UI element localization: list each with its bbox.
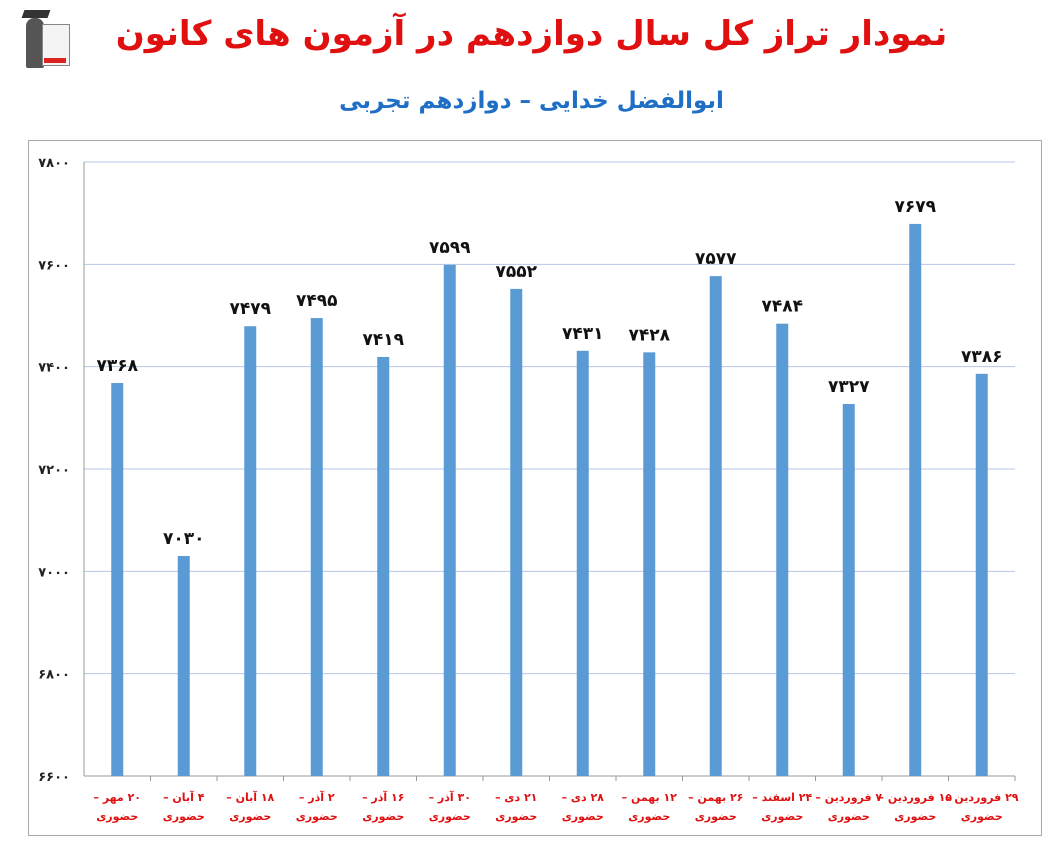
data-label: ۷۵۹۹ — [429, 238, 471, 258]
data-label: ۷۴۷۹ — [229, 299, 271, 319]
x-tick-label: حضوری — [362, 810, 404, 823]
data-label: ۷۵۵۲ — [495, 262, 537, 282]
y-tick-label: ۷۶۰۰ — [38, 258, 70, 273]
data-label: ۷۶۷۹ — [894, 197, 936, 217]
graduate-figure-icon — [26, 18, 44, 68]
x-tick-label: حضوری — [163, 810, 205, 823]
x-tick-label: حضوری — [761, 810, 803, 823]
x-tick-label: ۲۴ اسفند – — [752, 791, 812, 804]
bar — [576, 350, 589, 776]
data-label: ۷۰۳۰ — [163, 529, 205, 549]
x-tick-label: حضوری — [429, 810, 471, 823]
data-label: ۷۴۲۸ — [628, 325, 670, 345]
x-tick-label: ۲۰ مهر – — [93, 791, 141, 804]
x-tick-label: ۲۱ دی – — [495, 791, 537, 804]
x-tick-label: حضوری — [495, 810, 537, 823]
x-tick-label: ۱۵ فروردین – — [879, 791, 953, 804]
data-label: ۷۳۸۶ — [961, 347, 1003, 367]
bar — [443, 264, 456, 776]
bar — [643, 352, 656, 776]
bar — [377, 356, 390, 776]
y-tick-label: ۶۸۰۰ — [38, 668, 70, 683]
data-label: ۷۴۹۵ — [296, 291, 338, 311]
chart-frame — [28, 140, 1042, 836]
y-tick-label: ۶۶۰۰ — [38, 770, 70, 785]
y-tick-label: ۷۴۰۰ — [38, 361, 70, 376]
x-tick-label: حضوری — [562, 810, 604, 823]
x-tick-label: ۲۸ دی – — [562, 791, 605, 804]
data-label: ۷۴۱۹ — [362, 330, 404, 350]
x-tick-label: ۱۶ آذر – — [362, 790, 404, 804]
x-tick-label: حضوری — [296, 810, 338, 823]
y-tick-label: ۷۲۰۰ — [38, 463, 70, 478]
bar — [244, 326, 257, 776]
x-tick-label: ۲۹ فروردین – — [945, 791, 1019, 804]
data-label: ۷۳۲۷ — [828, 377, 870, 397]
data-label: ۷۵۷۷ — [695, 249, 737, 269]
bar — [111, 383, 124, 776]
x-tick-label: حضوری — [96, 810, 138, 823]
bar — [709, 276, 722, 776]
x-tick-label: ۲۶ بهمن – — [688, 791, 743, 804]
bar — [310, 318, 323, 776]
bar — [776, 323, 789, 776]
data-label: ۷۳۶۸ — [96, 356, 138, 376]
x-tick-label: ۳۰ آذر – — [429, 790, 471, 804]
bar — [510, 288, 523, 776]
kanoon-logo — [20, 10, 70, 72]
x-tick-label: حضوری — [628, 810, 670, 823]
bar — [975, 373, 988, 776]
chart-subtitle: ابوالفضل خدایی – دوازدهم تجربی — [339, 88, 724, 114]
x-tick-label: ۴ آبان – — [163, 790, 205, 804]
x-tick-label: حضوری — [229, 810, 271, 823]
x-tick-label: حضوری — [695, 810, 737, 823]
data-label: ۷۴۸۴ — [761, 297, 803, 317]
x-tick-label: ۱۲ بهمن – — [622, 791, 678, 804]
x-tick-label: حضوری — [894, 810, 936, 823]
x-tick-label: حضوری — [961, 810, 1003, 823]
chart-title: نمودار تراز کل سال دوازدهم در آزمون های … — [115, 14, 948, 54]
y-tick-label: ۷۰۰۰ — [38, 565, 70, 580]
bar — [909, 223, 922, 776]
bar — [177, 555, 190, 776]
x-tick-label: حضوری — [828, 810, 870, 823]
y-tick-label: ۷۸۰۰ — [38, 156, 70, 171]
x-tick-label: ۱۸ آبان – — [226, 790, 274, 804]
data-label: ۷۴۳۱ — [562, 324, 604, 344]
x-tick-label: ۷ فروردین – — [815, 791, 882, 804]
logo-stripe — [44, 58, 66, 63]
x-tick-label: ۲ آذر – — [299, 790, 335, 804]
bar — [842, 404, 855, 776]
